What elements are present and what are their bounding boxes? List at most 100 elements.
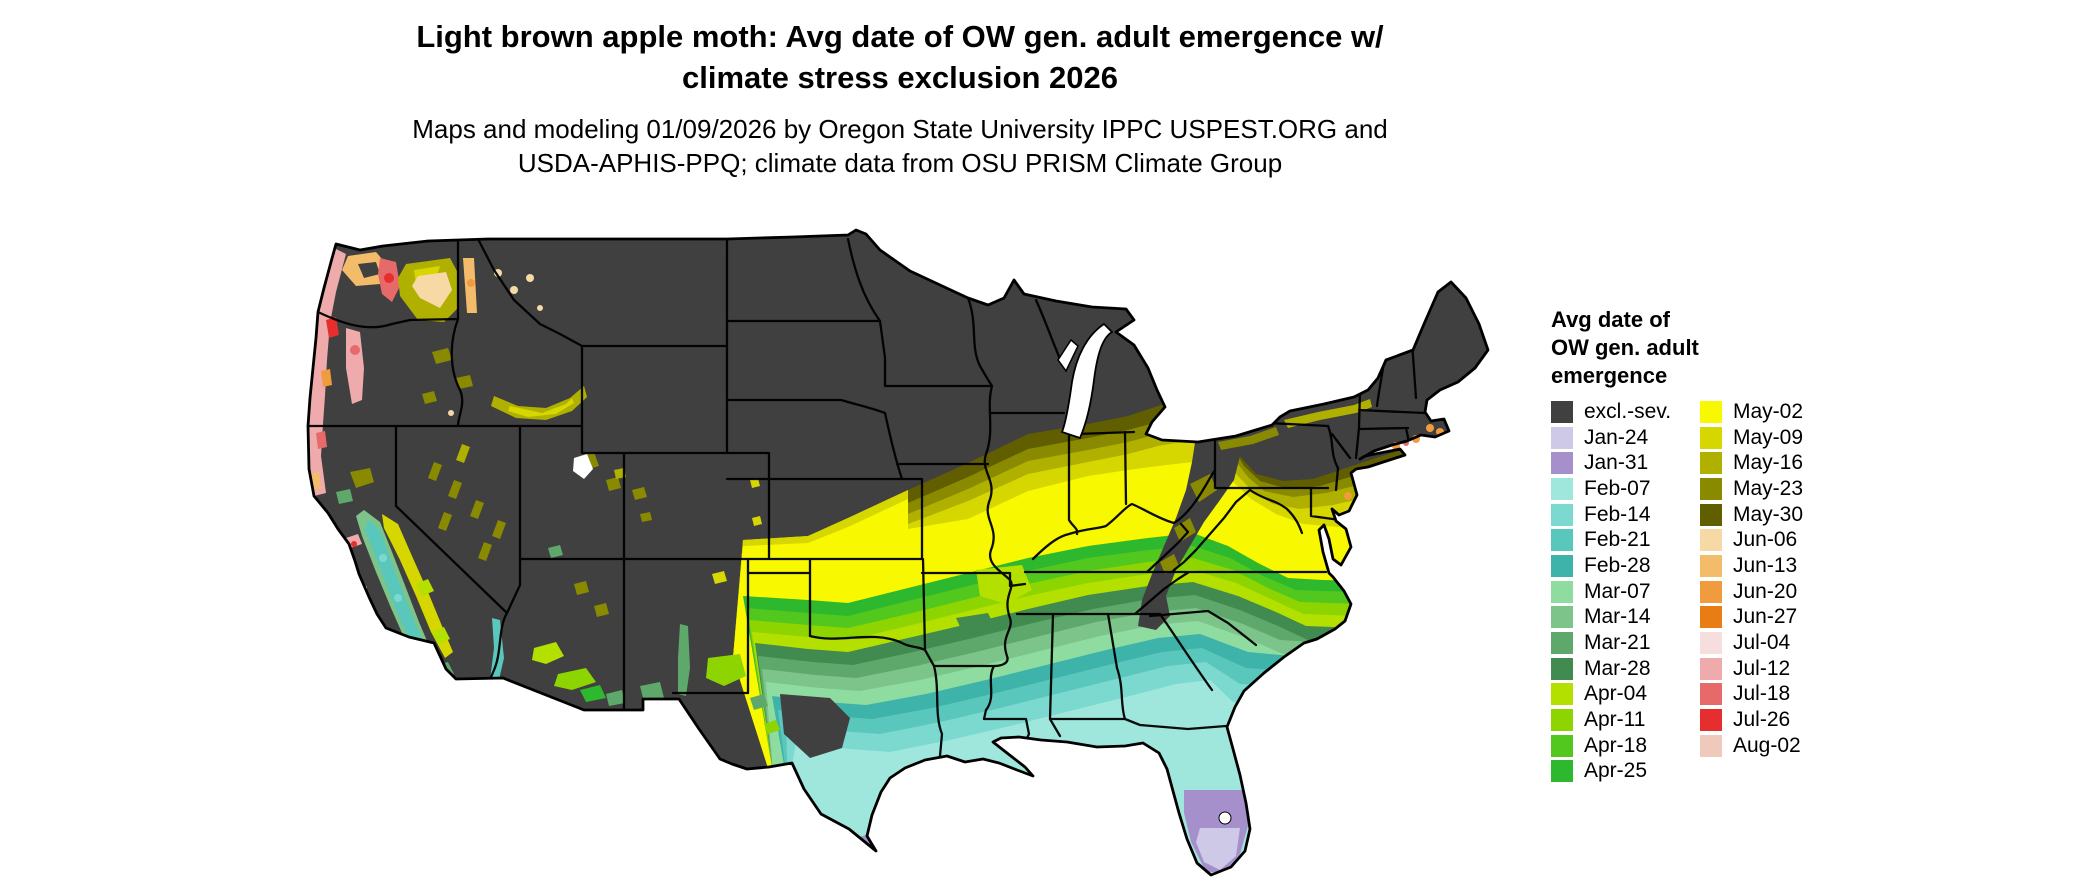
legend-swatch [1551, 529, 1573, 552]
legend-label: Mar-14 [1584, 605, 1651, 629]
lake-okeechobee [1218, 811, 1232, 825]
legend-swatch [1551, 554, 1573, 577]
legend-row: May-16 [1700, 450, 1860, 476]
map-header: Light brown apple moth: Avg date of OW g… [300, 16, 1500, 180]
legend-label: Feb-14 [1584, 502, 1651, 526]
legend-column-1: excl.-sev. Jan-24 Jan-31 Feb-07 Feb-14 Feb-21… [1551, 399, 1700, 784]
legend-swatch [1551, 426, 1573, 449]
legend-row: Mar-28 [1551, 656, 1700, 682]
legend-swatch [1551, 709, 1573, 732]
legend-label: May-23 [1733, 476, 1804, 500]
legend-swatch [1551, 606, 1573, 629]
legend-title: Avg date of OW gen. adult emergence [1551, 306, 1971, 390]
legend-row: Jul-04 [1700, 630, 1860, 656]
legend-label: Jan-24 [1584, 425, 1649, 449]
legend-swatch [1700, 400, 1722, 423]
legend-row: Mar-21 [1551, 630, 1700, 656]
legend-label: Jul-04 [1733, 631, 1791, 655]
legend-label: Feb-28 [1584, 553, 1651, 577]
legend-row: Jul-18 [1700, 682, 1860, 708]
legend-label: Mar-07 [1584, 579, 1651, 603]
legend-row: Feb-28 [1551, 553, 1700, 579]
legend-swatch [1700, 632, 1722, 655]
legend-label: Apr-25 [1584, 759, 1648, 783]
legend-row: Feb-07 [1551, 476, 1700, 502]
legend-swatch [1551, 503, 1573, 526]
legend-label: May-09 [1733, 425, 1804, 449]
legend-label: Jul-18 [1733, 682, 1791, 706]
green-bay [1057, 338, 1079, 373]
map-raster-layer [308, 230, 1488, 875]
page-title-line2: climate stress exclusion 2026 [682, 60, 1118, 95]
legend-swatch [1551, 683, 1573, 706]
us-map-svg [306, 228, 1490, 877]
legend-row: Mar-07 [1551, 579, 1700, 605]
attribution-line2: USDA-APHIS-PPQ; climate data from OSU PR… [517, 148, 1283, 178]
legend-swatch [1700, 477, 1722, 500]
lake-michigan [1060, 322, 1114, 440]
legend-label: Jun-20 [1733, 579, 1798, 603]
legend-label: Jun-06 [1733, 528, 1798, 552]
page-title-line1: Light brown apple moth: Avg date of OW g… [416, 19, 1384, 54]
legend-row: Jan-24 [1551, 425, 1700, 451]
attribution-line1: Maps and modeling 01/09/2026 by Oregon S… [412, 114, 1388, 144]
legend-swatch [1700, 503, 1722, 526]
legend-row: Aug-02 [1700, 733, 1860, 759]
legend-label: Mar-21 [1584, 631, 1651, 655]
legend-swatch [1551, 760, 1573, 783]
legend-label: Jul-26 [1733, 708, 1791, 732]
legend-row: May-23 [1700, 476, 1860, 502]
legend-swatch [1700, 426, 1722, 449]
legend-label: Apr-04 [1584, 682, 1648, 706]
legend-label: Feb-07 [1584, 476, 1651, 500]
legend-swatch [1700, 683, 1722, 706]
legend-title-line1: Avg date of [1551, 307, 1670, 332]
legend-swatch [1551, 477, 1573, 500]
legend-row: Mar-14 [1551, 605, 1700, 631]
legend-swatch [1700, 452, 1722, 475]
legend-column-2: May-02 May-09 May-16 May-23 May-30 Jun-06 Jun-… [1700, 399, 1860, 784]
legend-swatch [1551, 657, 1573, 680]
legend: Avg date of OW gen. adult emergence excl… [1551, 306, 1971, 784]
legend-swatch [1551, 632, 1573, 655]
legend-label: Apr-11 [1584, 708, 1646, 732]
legend-title-line3: emergence [1551, 363, 1668, 388]
legend-row: Apr-25 [1551, 759, 1700, 785]
us-map [288, 228, 1500, 888]
legend-swatch [1700, 529, 1722, 552]
legend-label: May-16 [1733, 451, 1804, 475]
legend-row: Jul-12 [1700, 656, 1860, 682]
legend-row: Feb-21 [1551, 527, 1700, 553]
legend-columns: excl.-sev. Jan-24 Jan-31 Feb-07 Feb-14 Feb-21… [1551, 399, 1971, 784]
legend-swatch [1700, 554, 1722, 577]
legend-swatch [1700, 734, 1722, 757]
legend-swatch [1700, 606, 1722, 629]
legend-row: Apr-18 [1551, 733, 1700, 759]
legend-label: Aug-02 [1733, 733, 1801, 757]
legend-row: Apr-04 [1551, 682, 1700, 708]
legend-label: Feb-21 [1584, 528, 1651, 552]
legend-label: Apr-18 [1584, 733, 1648, 757]
legend-row: Jun-27 [1700, 605, 1860, 631]
legend-swatch [1700, 709, 1722, 732]
legend-swatch [1551, 452, 1573, 475]
legend-row: May-02 [1700, 399, 1860, 425]
legend-label: Jul-12 [1733, 656, 1791, 680]
attribution: Maps and modeling 01/09/2026 by Oregon S… [300, 112, 1500, 180]
legend-swatch [1551, 734, 1573, 757]
legend-row: Feb-14 [1551, 502, 1700, 528]
legend-label: May-30 [1733, 502, 1804, 526]
us-outline [306, 228, 1490, 877]
legend-swatch [1551, 400, 1573, 423]
legend-swatch [1700, 657, 1722, 680]
legend-label: Jun-13 [1733, 553, 1798, 577]
legend-row: Jan-31 [1551, 450, 1700, 476]
legend-row: May-30 [1700, 502, 1860, 528]
legend-label: Mar-28 [1584, 656, 1651, 680]
legend-swatch [1551, 580, 1573, 603]
legend-row: Jun-06 [1700, 527, 1860, 553]
legend-label: May-02 [1733, 399, 1804, 423]
legend-row: Jun-20 [1700, 579, 1860, 605]
legend-row: Apr-11 [1551, 707, 1700, 733]
legend-label: Jan-31 [1584, 451, 1649, 475]
